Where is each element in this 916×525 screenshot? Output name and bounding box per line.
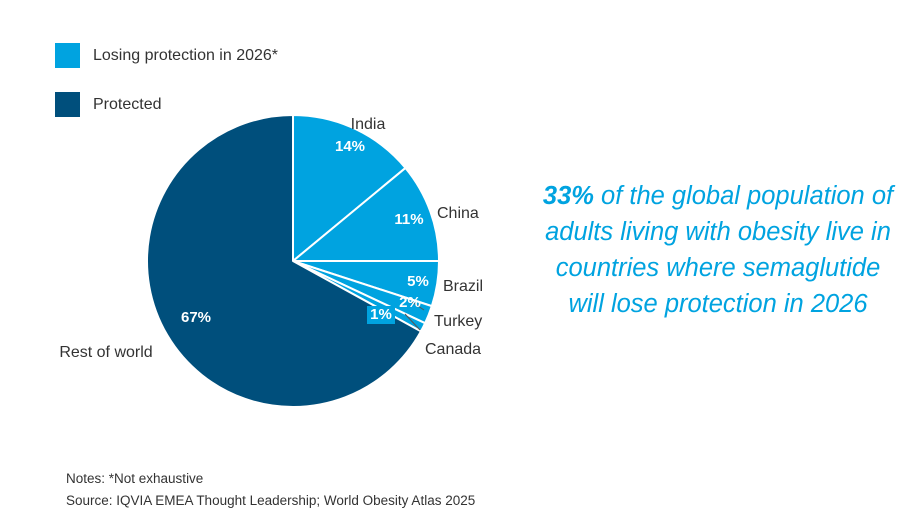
- leader-line-turkey: [411, 301, 425, 311]
- pie-slice-china: [292, 166, 440, 262]
- value-label-rest-of-world: 67%: [181, 309, 211, 326]
- callout-body: of the global population of adults livin…: [545, 182, 894, 318]
- value-label-india: 14%: [335, 138, 365, 155]
- slice-label-rest-of-world: Rest of world: [59, 344, 152, 361]
- value-label-china: 11%: [394, 211, 423, 228]
- notes: Notes: *Not exhaustive Source: IQVIA EME…: [66, 468, 475, 512]
- legend-swatch-losing: [55, 43, 80, 68]
- pie-slice-india: [292, 114, 407, 262]
- legend-label-losing: Losing protection in 2026*: [93, 46, 279, 64]
- pie-slice-rest-of-world: [146, 114, 422, 408]
- slice-label-canada: Canada: [425, 341, 481, 358]
- legend-item-protected: Protected: [55, 92, 161, 117]
- value-label-bg-canada: [367, 306, 395, 324]
- legend-swatch-protected: [55, 92, 80, 117]
- legend-label-protected: Protected: [93, 95, 162, 113]
- notes-line: Notes: *Not exhaustive: [66, 471, 204, 486]
- value-label-turkey: 2%: [399, 294, 421, 311]
- value-label-brazil: 5%: [407, 273, 429, 290]
- slice-label-turkey: Turkey: [434, 313, 482, 330]
- legend-item-losing: Losing protection in 2026*: [55, 43, 278, 68]
- slice-label-china: China: [437, 205, 479, 222]
- value-label-canada: 1%: [370, 306, 392, 323]
- callout-highlight: 33%: [542, 182, 594, 210]
- slice-label-india: India: [351, 116, 386, 133]
- slice-label-brazil: Brazil: [443, 278, 483, 295]
- callout-text: 33% of the global population of adults l…: [540, 178, 896, 322]
- source-line: Source: IQVIA EMEA Thought Leadership; W…: [66, 493, 476, 508]
- leader-line-canada: [404, 313, 421, 331]
